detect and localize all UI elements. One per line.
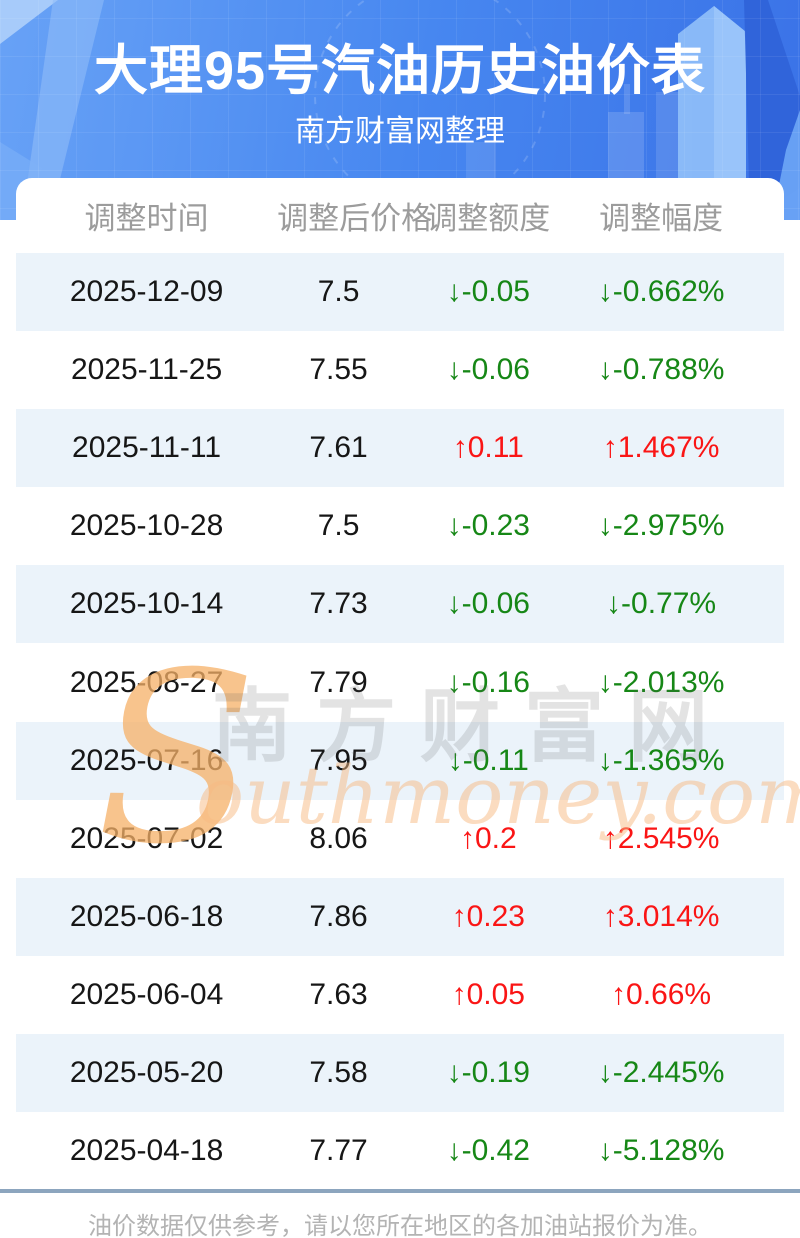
cell-change: ↑0.2: [459, 821, 517, 855]
table-row: 2025-06-18 7.86 ↑0.23 ↑3.014%: [16, 877, 784, 956]
footer-note: 油价数据仅供参考，请以您所在地区的各加油站报价为准。: [88, 1213, 712, 1238]
cell-change: ↓-0.19: [446, 1055, 530, 1089]
cell-date: 2025-06-04: [69, 977, 224, 1011]
footer-divider: [0, 1189, 800, 1193]
column-header-percent: 调整幅度: [599, 201, 724, 236]
price-table-card: 调整时间 调整后价格 调整额度 调整幅度 2025-12-09 7.5 ↓-0.05…: [16, 178, 784, 1190]
cell-price: 7.5: [317, 275, 360, 309]
column-header-date: 调整时间: [84, 201, 209, 236]
cell-price: 8.06: [309, 821, 368, 855]
column-header-price: 调整后价格: [277, 201, 433, 236]
cell-date: 2025-07-02: [69, 821, 224, 855]
cell-percent: ↓-0.662%: [597, 275, 725, 309]
cell-percent: ↓-2.445%: [597, 1055, 725, 1089]
table-row: 2025-10-14 7.73 ↓-0.06 ↓-0.77%: [16, 565, 784, 644]
cell-date: 2025-10-28: [69, 509, 224, 543]
cell-price: 7.86: [309, 899, 368, 933]
table-row: 2025-08-27 7.79 ↓-0.16 ↓-2.013%: [16, 643, 784, 721]
cell-change: ↓-0.16: [446, 665, 530, 699]
cell-date: 2025-05-20: [69, 1055, 224, 1089]
cell-change: ↑0.11: [452, 431, 524, 465]
cell-date: 2025-11-11: [72, 431, 222, 465]
cell-price: 7.55: [309, 353, 368, 387]
table-header-row: 调整时间 调整后价格 调整额度 调整幅度: [16, 178, 784, 253]
cell-percent: ↓-1.365%: [597, 743, 725, 777]
cell-percent: ↓-5.128%: [597, 1134, 725, 1168]
cell-date: 2025-07-16: [69, 743, 224, 777]
cell-date: 2025-12-09: [69, 275, 224, 309]
cell-percent: ↑0.66%: [611, 977, 712, 1011]
cell-change: ↓-0.06: [446, 353, 530, 387]
cell-price: 7.58: [309, 1055, 368, 1089]
table-row: 2025-11-25 7.55 ↓-0.06 ↓-0.788%: [16, 331, 784, 409]
cell-change: ↓-0.05: [446, 275, 530, 309]
table-row: 2025-11-11 7.61 ↑0.11 ↑1.467%: [16, 409, 784, 488]
cell-date: 2025-10-14: [69, 587, 224, 621]
cell-change: ↓-0.11: [447, 743, 529, 777]
cell-date: 2025-04-18: [69, 1134, 224, 1168]
cell-price: 7.61: [309, 431, 368, 465]
table-row: 2025-06-04 7.63 ↑0.05 ↑0.66%: [16, 956, 784, 1034]
table-body: 2025-12-09 7.5 ↓-0.05 ↓-0.662% 2025-11-25 7.5…: [16, 253, 784, 1190]
cell-price: 7.77: [309, 1134, 368, 1168]
cell-change: ↑0.05: [451, 977, 525, 1011]
cell-price: 7.63: [309, 977, 368, 1011]
cell-change: ↓-0.06: [446, 587, 530, 621]
page-title: 大理95号汽油历史油价表: [93, 41, 707, 101]
cell-percent: ↑1.467%: [602, 431, 720, 465]
cell-change: ↑0.23: [451, 899, 525, 933]
cell-percent: ↓-2.013%: [597, 665, 725, 699]
cell-percent: ↓-0.788%: [597, 353, 725, 387]
header-banner: 大理95号汽油历史油价表 南方财富网整理: [0, 0, 800, 220]
cell-date: 2025-06-18: [69, 899, 224, 933]
table-row: 2025-12-09 7.5 ↓-0.05 ↓-0.662%: [16, 253, 784, 332]
cell-change: ↓-0.42: [446, 1134, 530, 1168]
cell-percent: ↓-2.975%: [597, 509, 725, 543]
cell-price: 7.95: [309, 743, 368, 777]
cell-percent: ↑3.014%: [602, 899, 720, 933]
table-row: 2025-04-18 7.77 ↓-0.42 ↓-5.128%: [16, 1112, 784, 1190]
cell-price: 7.73: [309, 587, 368, 621]
table-row: 2025-07-02 8.06 ↑0.2 ↑2.545%: [16, 800, 784, 878]
cell-change: ↓-0.23: [446, 509, 530, 543]
cell-percent: ↑2.545%: [602, 821, 720, 855]
table-row: 2025-07-16 7.95 ↓-0.11 ↓-1.365%: [16, 721, 784, 800]
page-subtitle: 南方财富网整理: [295, 115, 505, 148]
table-row: 2025-10-28 7.5 ↓-0.23 ↓-2.975%: [16, 487, 784, 565]
column-header-change: 调整额度: [426, 201, 551, 236]
cell-price: 7.79: [309, 665, 368, 699]
cell-price: 7.5: [317, 509, 360, 543]
cell-date: 2025-08-27: [69, 665, 224, 699]
table-row: 2025-05-20 7.58 ↓-0.19 ↓-2.445%: [16, 1033, 784, 1113]
cell-percent: ↓-0.77%: [606, 587, 717, 621]
cell-date: 2025-11-25: [70, 353, 223, 387]
